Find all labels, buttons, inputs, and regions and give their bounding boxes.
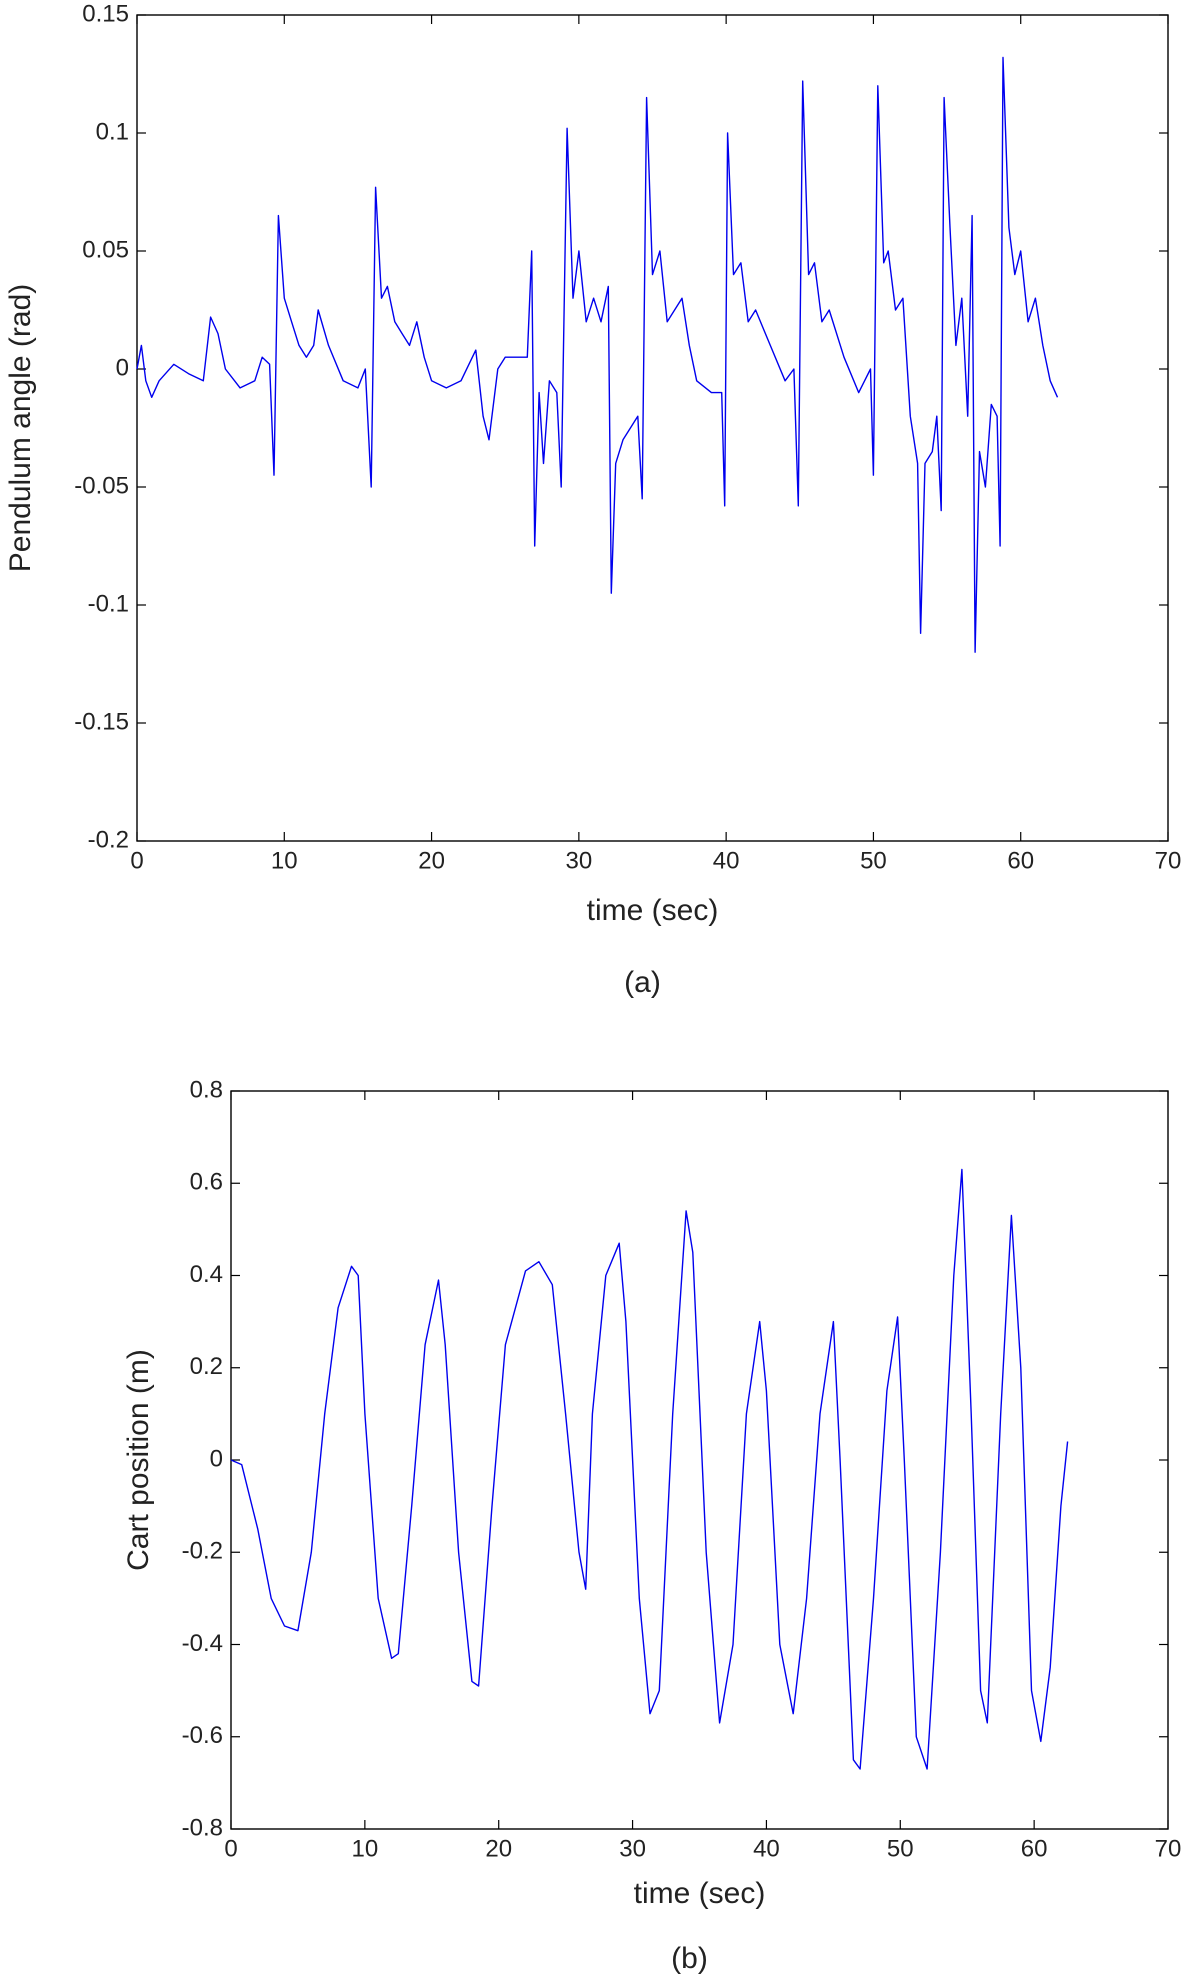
y-tick-label: -0.2: [182, 1538, 223, 1565]
data-line: [136, 56, 1059, 653]
plot-frame: [230, 1090, 1169, 1830]
x-tick-label: 10: [271, 847, 298, 874]
x-tick-label: 0: [224, 1835, 237, 1862]
x-tick-label: 40: [713, 847, 740, 874]
x-axis-label: time (sec): [587, 894, 719, 927]
x-tick-label: 30: [566, 847, 593, 874]
y-tick-label: 0.4: [190, 1261, 223, 1288]
y-tick-label: 0.1: [96, 118, 129, 145]
plot-frame: [136, 14, 1169, 842]
y-tick-label: 0.05: [82, 236, 129, 263]
y-tick-label: -0.1: [88, 590, 129, 617]
x-tick-label: 70: [1155, 847, 1182, 874]
y-axis-label: Cart position (m): [122, 1349, 155, 1571]
y-tick-label: -0.2: [88, 826, 129, 853]
y-tick-label: 0.2: [190, 1353, 223, 1380]
y-tick-label: -0.8: [182, 1814, 223, 1841]
x-tick-label: 20: [485, 1835, 512, 1862]
x-tick-label: 30: [619, 1835, 646, 1862]
x-tick-label: 70: [1155, 1835, 1182, 1862]
x-tick-label: 0: [130, 847, 143, 874]
x-tick-label: 10: [352, 1835, 379, 1862]
y-tick-label: -0.4: [182, 1630, 223, 1657]
x-tick-label: 50: [860, 847, 887, 874]
x-tick-label: 20: [418, 847, 445, 874]
x-tick-label: 60: [1007, 847, 1034, 874]
y-tick-label: 0.15: [82, 0, 129, 27]
y-tick-label: -0.05: [74, 472, 129, 499]
x-tick-label: 60: [1021, 1835, 1048, 1862]
y-tick-label: 0.8: [190, 1076, 223, 1103]
x-tick-label: 50: [887, 1835, 914, 1862]
caption: (b): [671, 1942, 708, 1975]
y-tick-label: 0: [210, 1445, 223, 1472]
y-tick-label: -0.15: [74, 708, 129, 735]
data-line: [230, 1168, 1069, 1770]
y-axis-label: Pendulum angle (rad): [4, 284, 37, 573]
y-tick-label: -0.6: [182, 1722, 223, 1749]
y-tick-label: 0: [116, 354, 129, 381]
caption: (a): [624, 966, 661, 999]
x-axis-label: time (sec): [634, 1877, 766, 1910]
y-tick-label: 0.6: [190, 1169, 223, 1196]
x-tick-label: 40: [753, 1835, 780, 1862]
